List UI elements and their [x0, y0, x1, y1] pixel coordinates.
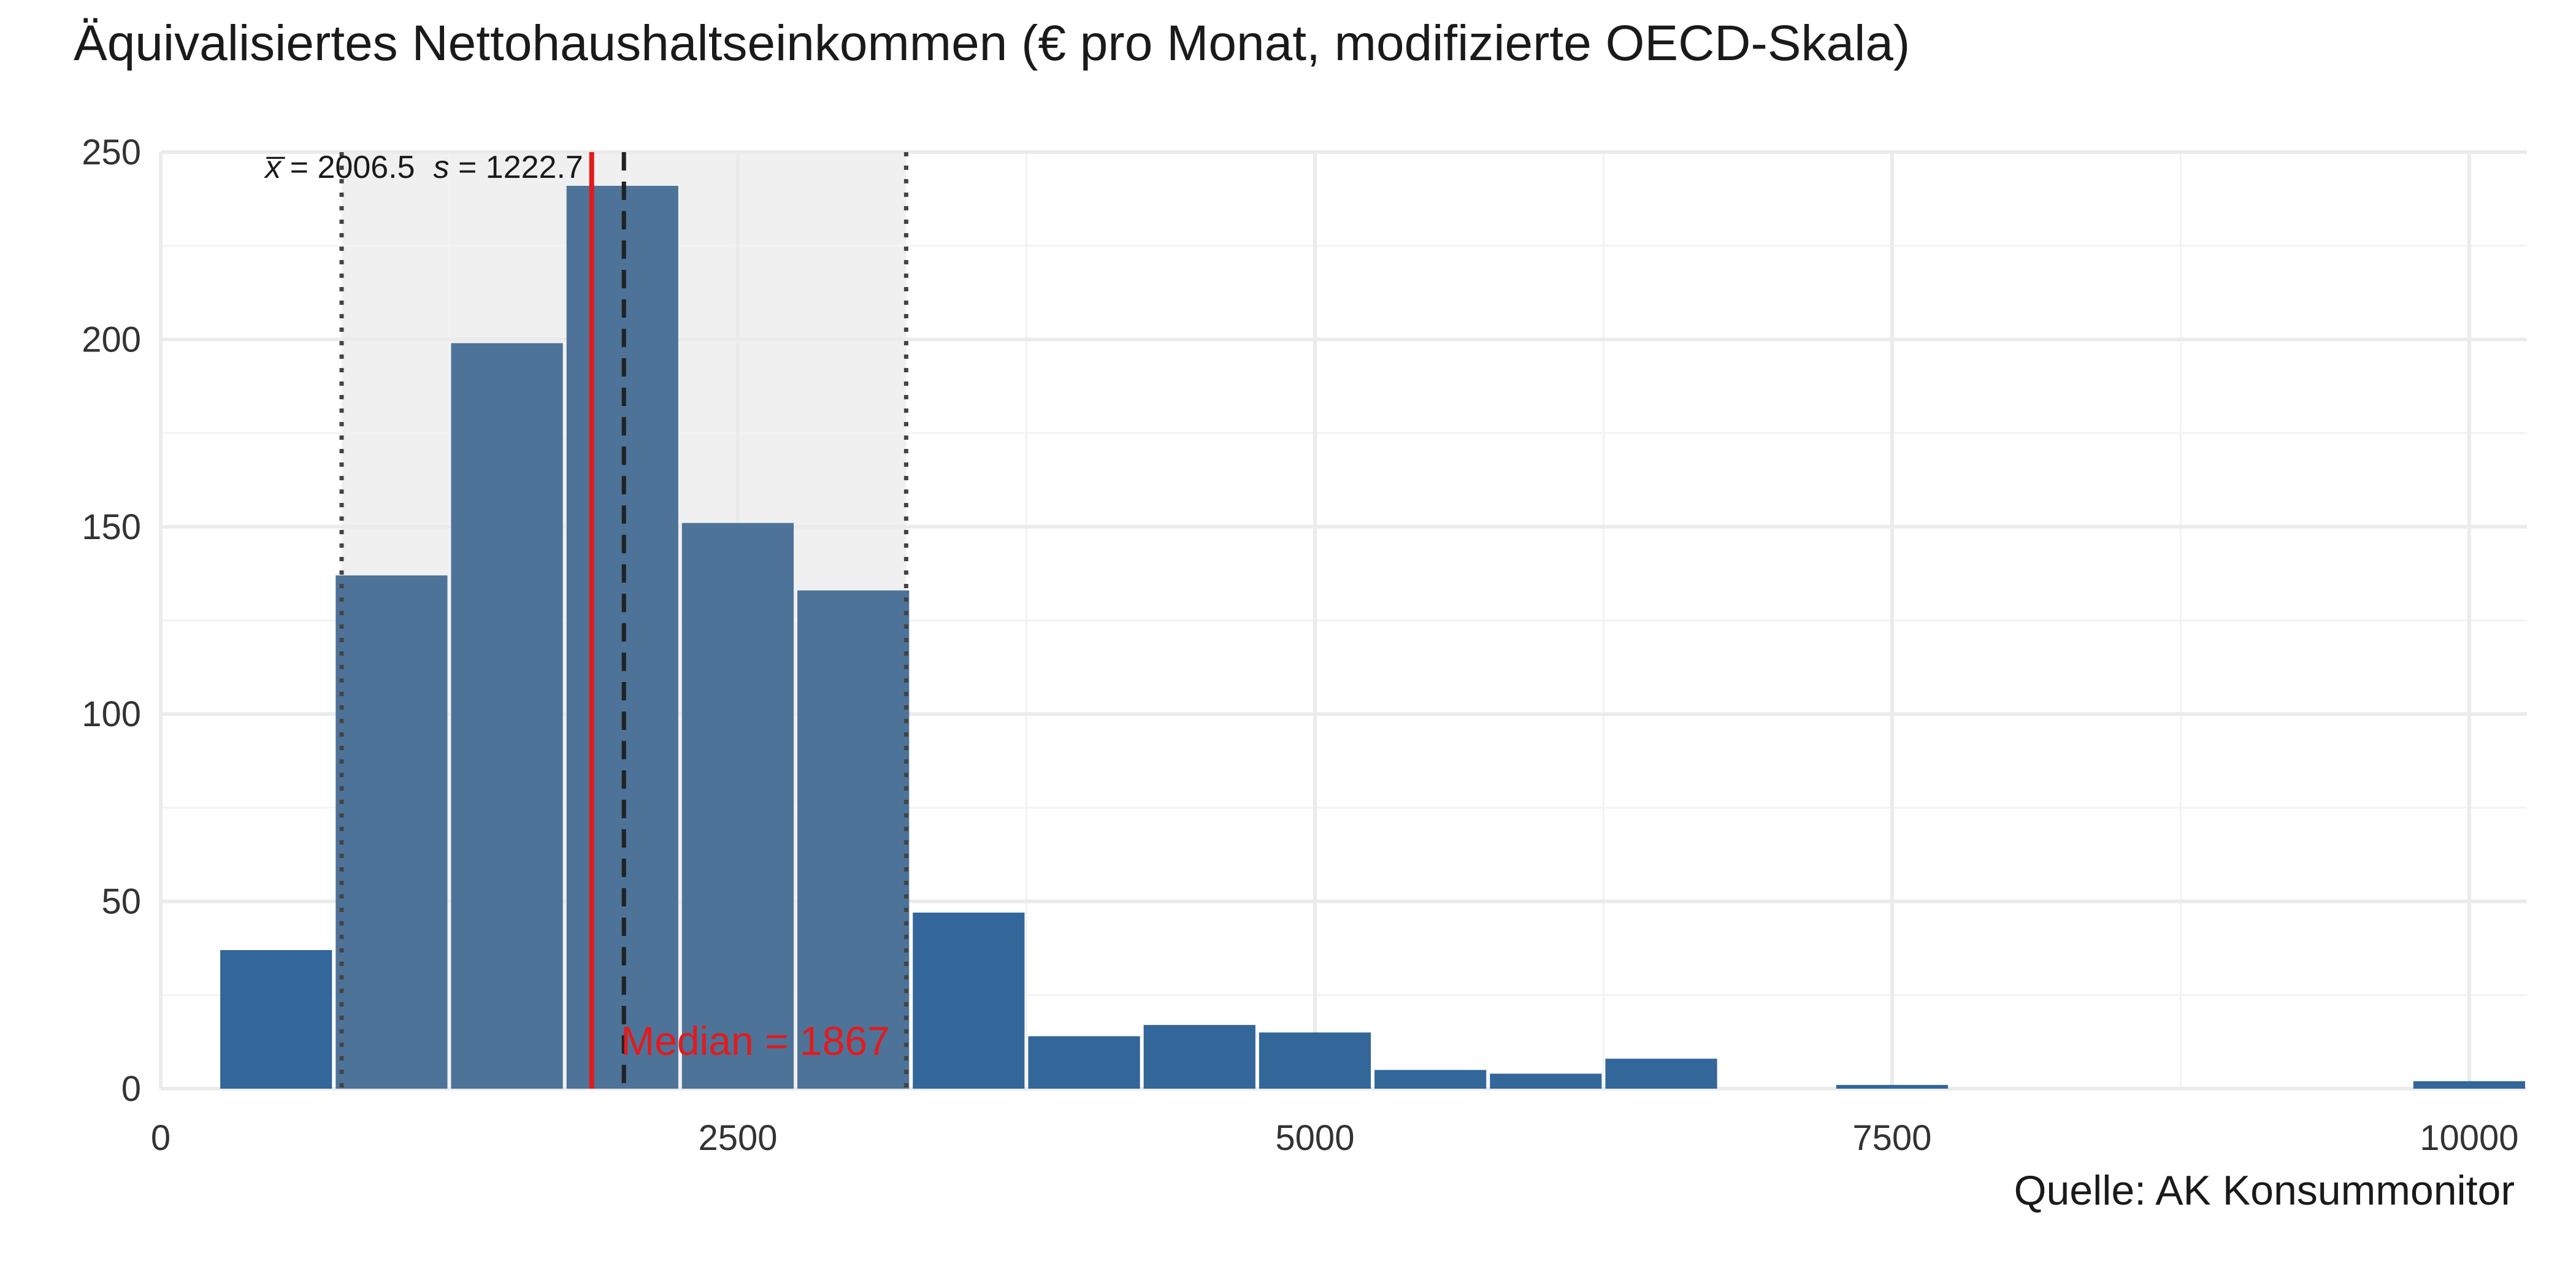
histogram-bar — [797, 590, 910, 1089]
median-label: Median = 1867 — [621, 1018, 890, 1064]
x-tick-label: 0 — [151, 1118, 171, 1158]
histogram-bar — [220, 950, 332, 1089]
x-tick-label: 5000 — [1275, 1118, 1354, 1158]
mean-sd-label: x̅ = 2006.5 s = 1222.7 — [263, 150, 583, 185]
reference-line-layer — [339, 152, 908, 1089]
histogram-bar — [681, 523, 794, 1089]
chart-title: Äquivalisiertes Nettohaushaltseinkommen … — [74, 15, 1911, 71]
y-tick-label: 100 — [82, 694, 141, 734]
histogram-bar — [1259, 1032, 1371, 1089]
histogram-bar — [2413, 1081, 2525, 1089]
sd-value: = 1222.7 — [450, 150, 583, 185]
histogram-bar — [913, 912, 1025, 1089]
histogram-bar — [1143, 1025, 1255, 1089]
x-tick-label: 2500 — [698, 1118, 777, 1158]
y-tick-label: 150 — [82, 507, 141, 547]
tick-label-layer: 0 2500 5000 7500 10000 0 50 100 150 200 250 — [82, 132, 2518, 1158]
chart-caption: Quelle: AK Konsummonitor — [2014, 1167, 2515, 1214]
y-tick-label: 50 — [101, 882, 141, 922]
histogram-bar — [1374, 1070, 1487, 1089]
histogram-bar — [335, 575, 448, 1089]
y-tick-label: 200 — [82, 320, 141, 359]
histogram-bar — [1836, 1084, 1949, 1089]
histogram-bar — [1605, 1059, 1717, 1089]
x-tick-label: 7500 — [1852, 1118, 1931, 1158]
histogram-bar — [451, 343, 563, 1089]
y-tick-label: 0 — [121, 1069, 141, 1109]
sd-symbol: s — [434, 150, 450, 185]
histogram-bar — [1490, 1073, 1602, 1089]
histogram-bar — [1028, 1036, 1140, 1089]
mean-value: = 2006.5 — [281, 150, 415, 185]
annotation-layer: x̅ = 2006.5 s = 1222.7 Median = 1867 — [263, 150, 890, 1064]
x-tick-label: 10000 — [2420, 1118, 2518, 1158]
y-tick-label: 250 — [82, 132, 141, 172]
